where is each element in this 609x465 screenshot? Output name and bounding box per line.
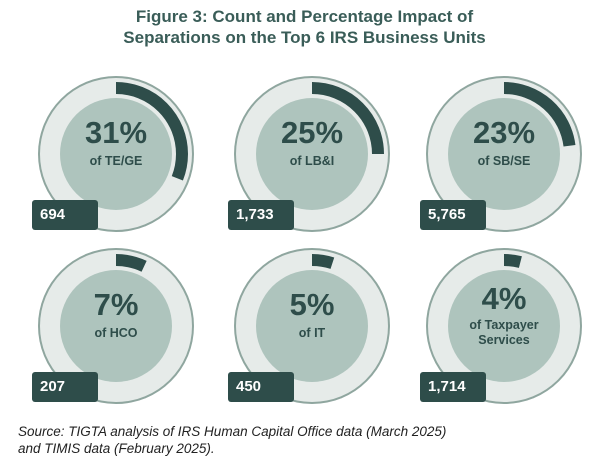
donut-center-disc	[448, 270, 560, 382]
unit-label: of TE/GE	[89, 154, 143, 168]
unit-percent: 7%	[93, 287, 139, 322]
donut-svg	[234, 248, 390, 404]
donut-center-disc	[256, 98, 368, 210]
unit-percent: 5%	[289, 287, 335, 322]
unit-count-badge: 450	[228, 372, 294, 402]
donut-value-arc	[44, 82, 188, 226]
unit-card-0: 31% of TE/GE 694	[32, 74, 196, 234]
chart-title: Figure 3: Count and Percentage Impact of…	[0, 6, 609, 48]
unit-label: of IT	[298, 326, 326, 340]
source-line-1: Source: TIGTA analysis of IRS Human Capi…	[18, 424, 447, 439]
donut-svg	[426, 248, 582, 404]
unit-label: of SB/SE	[477, 154, 531, 168]
unit-label: of HCO	[94, 326, 138, 340]
donut-value-arc	[240, 254, 384, 398]
source-line-2: and TIMIS data (February 2025).	[18, 441, 215, 456]
donut-value-arc	[240, 82, 384, 226]
unit-percent: 25%	[280, 115, 344, 150]
unit-percent: 31%	[84, 115, 148, 150]
chart-title-line-1: Figure 3: Count and Percentage Impact of	[135, 7, 474, 26]
chart-title-line-2: Separations on the Top 6 IRS Business Un…	[123, 28, 486, 47]
unit-label: of Taxpayer Services	[469, 318, 539, 347]
donut-center-disc	[60, 98, 172, 210]
donut-value-arc	[432, 82, 576, 226]
donut-value-arc	[432, 254, 576, 398]
unit-count-badge: 207	[32, 372, 98, 402]
unit-card-4: 5% of IT 450	[228, 246, 392, 406]
unit-percent: 4%	[481, 281, 527, 316]
donut-center-disc	[448, 98, 560, 210]
unit-card-2: 23% of SB/SE 5,765	[420, 74, 584, 234]
unit-count-badge: 1,714	[420, 372, 486, 402]
unit-count-badge: 694	[32, 200, 98, 230]
donut-svg	[234, 76, 390, 232]
unit-card-3: 7% of HCO 207	[32, 246, 196, 406]
unit-card-5: 4% of Taxpayer Services 1,714	[420, 246, 584, 406]
donut-value-arc	[44, 254, 188, 398]
donut-center-disc	[60, 270, 172, 382]
donut-svg	[38, 76, 194, 232]
donut-svg	[38, 248, 194, 404]
unit-count-badge: 5,765	[420, 200, 486, 230]
unit-card-1: 25% of LB&I 1,733	[228, 74, 392, 234]
unit-label: of LB&I	[289, 154, 335, 168]
unit-percent: 23%	[472, 115, 536, 150]
unit-count-badge: 1,733	[228, 200, 294, 230]
source-note: Source: TIGTA analysis of IRS Human Capi…	[18, 423, 598, 457]
donut-svg	[426, 76, 582, 232]
donut-center-disc	[256, 270, 368, 382]
